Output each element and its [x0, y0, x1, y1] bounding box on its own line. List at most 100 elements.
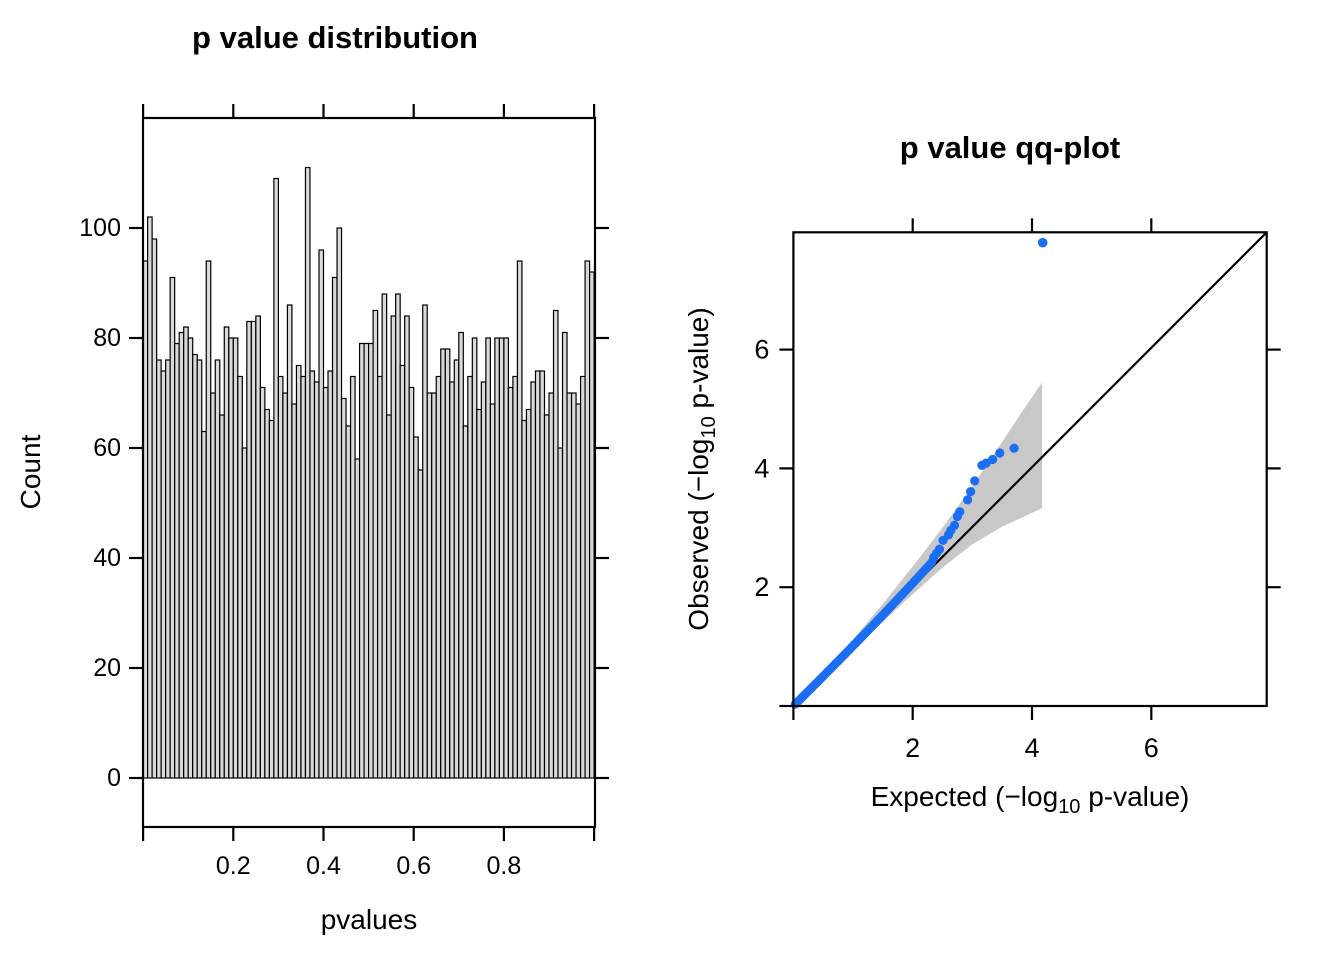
histogram-bar: [503, 337, 510, 779]
histogram-bar: [476, 408, 482, 779]
histogram-bar: [413, 436, 419, 779]
y-tick-label: 6: [754, 335, 769, 365]
qq-tail-point: [955, 507, 965, 517]
qq-tail-point: [949, 520, 960, 531]
qqplot-xlabel-main: Expected (−log: [871, 781, 1059, 812]
histogram-ylabel: Count: [15, 434, 46, 509]
histogram-bar: [516, 260, 523, 779]
histogram-bar: [174, 342, 180, 779]
histogram-bar: [579, 375, 586, 779]
histogram-bar: [426, 392, 433, 779]
qq-confidence-band: [793, 382, 1043, 706]
histogram-bar: [381, 293, 388, 779]
histogram-bar: [435, 375, 442, 779]
histogram-bar: [358, 342, 365, 779]
qqplot-title: p value qq-plot: [900, 130, 1120, 165]
x-tick-label: 0.8: [487, 852, 522, 880]
histogram-bar: [187, 337, 194, 779]
qqplot-xlabel: Expected (−log10 p-value): [871, 781, 1190, 818]
histogram-bar: [345, 425, 352, 779]
histogram-bar: [313, 381, 320, 779]
histogram-bar: [431, 392, 437, 779]
x-tick-label: 0.2: [216, 852, 251, 880]
histogram-bar: [512, 375, 519, 779]
histogram-bar: [354, 458, 361, 779]
histogram-bar: [467, 375, 473, 779]
histogram-bar: [444, 348, 451, 779]
qq-tail-point: [970, 476, 980, 486]
histogram-bar: [453, 359, 460, 779]
histogram-bar: [336, 227, 343, 779]
histogram-bar: [399, 364, 406, 779]
histogram-bar: [372, 309, 379, 779]
histogram-bar: [165, 359, 171, 779]
x-tick-label: 0.6: [396, 852, 431, 880]
histogram-bar: [196, 359, 203, 779]
x-tick-label: 0.4: [306, 852, 341, 880]
histogram-bar: [494, 337, 500, 779]
qqplot-xlabel-tail: p-value): [1080, 781, 1189, 812]
y-tick-label: 40: [93, 544, 121, 572]
y-tick-label: 2: [754, 572, 769, 602]
histogram-bar: [588, 271, 595, 779]
histogram-bar: [507, 386, 514, 779]
x-tick-label: 2: [905, 733, 920, 763]
qqplot-ticks: [779, 218, 1281, 720]
histogram-frame: [141, 116, 597, 829]
histogram-bar: [349, 375, 356, 779]
y-tick-label: 4: [754, 453, 769, 483]
qqplot-ylabel: Observed (−log10 p-value): [683, 307, 720, 630]
histogram-bar: [471, 337, 478, 779]
histogram-bar: [566, 392, 573, 779]
histogram-title: p value distribution: [192, 20, 478, 55]
histogram-bar: [408, 386, 415, 779]
histogram-bar: [282, 392, 289, 779]
y-tick-label: 0: [107, 764, 121, 792]
x-tick-label: 6: [1144, 733, 1159, 763]
histogram-bar: [250, 320, 257, 779]
histogram-bar: [214, 359, 221, 779]
y-tick-label: 60: [93, 434, 121, 462]
x-tick-label: 4: [1024, 733, 1039, 763]
histogram-bar: [458, 331, 464, 779]
histogram-bar: [151, 238, 158, 779]
histogram-bar: [363, 342, 370, 779]
histogram-bar: [449, 381, 455, 779]
histogram-bar: [255, 315, 261, 779]
confidence-band: [793, 382, 1043, 706]
histogram-bar: [530, 381, 537, 779]
histogram-bar: [422, 304, 428, 779]
histogram-bar: [485, 337, 491, 779]
histogram-bar: [160, 370, 167, 779]
histogram-bar: [521, 419, 528, 779]
histogram-xlabel: pvalues: [321, 904, 418, 935]
histogram-bar: [340, 397, 347, 779]
histogram-bar: [205, 260, 212, 779]
histogram-bar: [557, 447, 564, 779]
histogram-bar: [539, 370, 546, 779]
histogram-bar: [386, 414, 392, 779]
histogram-bar: [264, 408, 270, 779]
histogram-bar: [309, 370, 316, 779]
qq-tail-point: [1009, 443, 1019, 453]
y-tick-label: 100: [79, 214, 121, 242]
histogram-bar: [489, 403, 496, 779]
histogram-bar: [575, 403, 582, 779]
histogram-bar: [548, 392, 555, 779]
histogram-bar: [395, 293, 401, 779]
y-tick-label: 80: [93, 324, 121, 352]
histogram-panel: p value distribution 0.2 0.4 0.6 0.8 0 20 40 60…: [15, 20, 609, 935]
histogram-bar: [192, 353, 198, 779]
histogram-bar: [183, 326, 189, 779]
histogram-bar: [584, 260, 591, 779]
qq-outlier-point: [1037, 237, 1048, 248]
histogram-bar: [480, 381, 487, 779]
qq-tail-point: [963, 495, 973, 505]
histogram-bar: [147, 216, 153, 779]
histogram-bar: [440, 348, 446, 779]
histogram-bar: [259, 386, 266, 779]
histogram-bar: [318, 249, 325, 779]
histogram-bar: [273, 177, 280, 779]
histogram-bar: [223, 326, 230, 779]
